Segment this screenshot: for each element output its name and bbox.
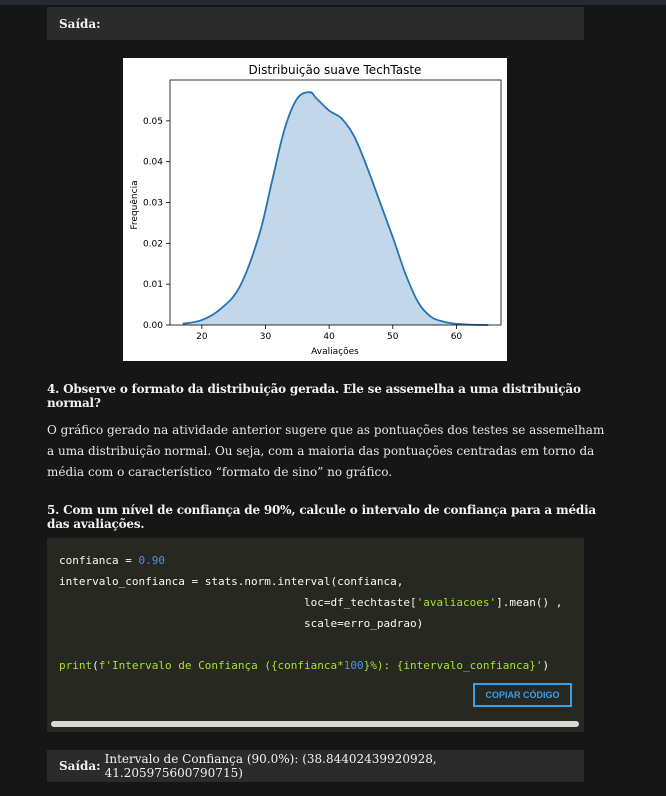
y-tick-label: 0.01 xyxy=(143,280,163,290)
output-value: Intervalo de Confiança (90.0%): (38.8440… xyxy=(104,752,437,780)
answer-4-paragraph: O gráfico gerado na atividade anterior s… xyxy=(47,423,605,479)
code-number: 0.90 xyxy=(138,554,165,567)
code-token: ( xyxy=(92,659,99,672)
code-number: 100 xyxy=(343,659,364,672)
y-tick-label: 0.00 xyxy=(143,321,163,331)
x-axis-label: Avaliações xyxy=(311,347,359,357)
output-label: Saída: xyxy=(59,16,101,31)
output-label: Saída: xyxy=(59,759,101,773)
x-tick-label: 20 xyxy=(196,332,208,342)
code-token: ) xyxy=(542,659,550,672)
code-interp: {confianca* xyxy=(270,659,344,672)
code-string: 'avaliacoes' xyxy=(416,596,497,609)
x-tick-label: 40 xyxy=(323,332,335,342)
y-tick-label: 0.03 xyxy=(143,199,163,209)
kde-chart-svg: Distribuição suave TechTaste 20 30 40 50 60 0… xyxy=(129,63,502,357)
code-token: confianca = xyxy=(59,554,139,567)
code-block: confianca = 0.90 intervalo_confianca = s… xyxy=(47,538,584,732)
horizontal-scrollbar[interactable] xyxy=(51,721,579,727)
code-string: f'Intervalo de Confiança ( xyxy=(98,659,271,672)
code-token: ].mean() , xyxy=(496,596,563,609)
copy-code-button[interactable]: COPIAR CÓDIGO xyxy=(473,683,572,707)
y-tick-label: 0.04 xyxy=(143,158,163,168)
question-5-heading: 5. Com um nível de confiança de 90%, cal… xyxy=(47,503,597,531)
code-string: %): xyxy=(370,659,397,672)
x-tick-label: 50 xyxy=(387,332,399,342)
y-tick-label: 0.02 xyxy=(143,239,163,249)
code-line: scale=erro_padrao) xyxy=(59,617,424,630)
y-axis-label: Frequência xyxy=(129,180,140,229)
output-box-top: Saída: xyxy=(47,7,584,40)
kde-area xyxy=(182,92,489,325)
x-tick-label: 30 xyxy=(260,332,272,342)
code-token: loc=df_techtaste[ xyxy=(59,596,417,609)
code-function: print xyxy=(59,659,93,672)
code-text: confianca = 0.90 intervalo_confianca = s… xyxy=(59,550,562,676)
kde-chart: Distribuição suave TechTaste 20 30 40 50 60 0… xyxy=(123,58,507,361)
code-string: ' xyxy=(535,659,543,672)
output-box-bottom: Saída: Intervalo de Confiança (90.0%): (… xyxy=(47,750,584,782)
chart-title: Distribuição suave TechTaste xyxy=(249,63,422,77)
question-4-heading: 4. Observe o formato da distribuição ger… xyxy=(47,382,581,410)
y-tick-label: 0.05 xyxy=(143,117,163,127)
top-bar xyxy=(0,0,666,5)
code-interp: {intervalo_confianca} xyxy=(396,659,536,672)
x-tick-label: 60 xyxy=(451,332,463,342)
code-line: intervalo_confianca = stats.norm.interva… xyxy=(59,575,404,588)
code-interp: } xyxy=(363,659,371,672)
kde-line xyxy=(182,91,489,326)
